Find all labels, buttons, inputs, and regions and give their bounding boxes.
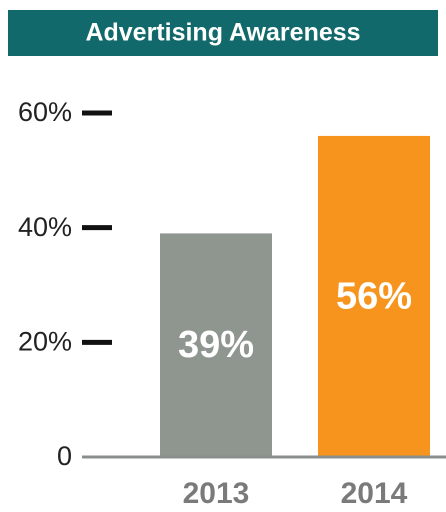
bar [318,135,430,457]
value-label: 56% [336,275,412,317]
y-tick-label: 60% [18,97,72,127]
chart-title: Advertising Awareness [85,19,360,47]
value-label: 39% [178,324,254,366]
y-tick-label: 20% [18,326,72,356]
x-tick-label: 2013 [183,477,250,510]
title-banner [8,10,438,56]
x-tick-label: 2014 [341,477,408,510]
y-tick-label: 40% [18,212,72,242]
bar [160,233,272,457]
y-tick-label: 0 [57,441,72,471]
